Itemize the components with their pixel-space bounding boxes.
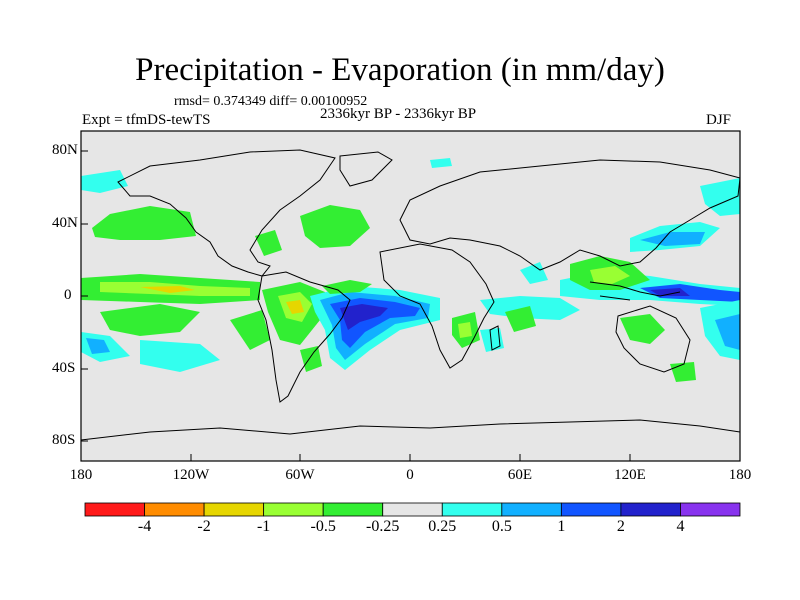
anomaly-north-tropical-atlantic-green [322,280,372,294]
anomaly-subtropic-green [230,310,270,350]
lat-tick-label: 40N [52,215,78,231]
anomaly-north-atlantic-green [300,205,370,248]
anomaly-field [81,158,740,382]
anomaly-africa-lightgreen [458,322,472,338]
colorbar-label: 0.25 [428,518,457,535]
colorbar-swatch [382,502,443,517]
axis-ticks [81,150,631,461]
lat-tick-label: 80N [52,142,78,158]
lon-tick-label: 180 [69,467,93,483]
anomaly-west-pacific-darkblue [650,288,690,296]
coast-greenland [339,151,393,187]
anomaly-brazil-yellow [286,300,304,314]
lon-tick-label: 180 [728,467,752,483]
colorbar-swatch [620,502,681,517]
anomaly-west-pacific-blue [640,284,740,302]
lon-tick-label: 120E [614,467,646,483]
coastlines [80,149,741,441]
season-label: DJF [706,112,732,128]
coast-indonesia [589,281,681,301]
anomaly-indian-green [505,306,536,332]
anomaly-atlantic-darkblue [340,304,388,330]
colorbar-label: -2 [197,518,211,535]
colorbar-swatch [501,502,562,517]
colorbar-swatch [203,502,265,517]
anomaly-southeast-pacific-cyan [140,340,220,372]
plot-title: Precipitation - Evaporation (in mm/day) [135,52,665,88]
anomaly-gulf-green [255,230,282,256]
colorbar-label: 0.5 [491,518,512,535]
lon-tick-label: 0 [406,467,414,483]
anomaly-eq-pacific-yellow [140,286,195,293]
anomaly-arctic-cyan [81,170,128,193]
coast-eurasia [399,159,741,271]
coast-antarctica [80,419,741,441]
coast-north-america [117,149,336,277]
anomaly-maritime-lightgreen [590,266,630,284]
colorbar-swatch [263,502,324,517]
anomaly-south-pacific-blue [86,338,110,354]
anomaly-nw-pacific-blue [640,232,705,246]
anomaly-siberia-cyan [430,158,452,168]
anomaly-arabian-cyan [520,262,548,284]
anomaly-spcz-blue [715,314,740,350]
stats-text: rmsd= 0.374349 diff= 0.00100952 [174,94,368,109]
anomaly-arctic-east-cyan [700,178,740,216]
colorbar-swatch [680,502,741,517]
colorbar-swatch [144,502,205,517]
colorbar-swatch [84,502,145,517]
lon-tick-label: 60W [285,467,315,483]
colorbar [84,502,741,517]
lat-tick-label: 80S [52,432,76,448]
anomaly-madagascar-cyan [480,328,504,352]
colorbar-label: 1 [557,518,566,535]
colorbar-swatch [441,502,503,517]
colorbar-label: -0.5 [310,518,336,535]
coast-south-america [257,271,351,403]
colorbar-label: 4 [676,518,685,535]
coast-africa [379,243,495,369]
anomaly-south-pacific-green [100,304,200,336]
lat-tick-label: 0 [64,287,72,303]
coast-madagascar [489,325,501,351]
colorbar-label: -0.25 [366,518,400,535]
anomaly-argentina-green [300,346,322,372]
experiment-label: Expt = tfmDS-tewTS [82,112,211,128]
coast-australia [615,305,691,373]
anomaly-australia-green [620,314,665,344]
lat-tick-label: 40S [52,360,76,376]
colorbar-swatch [560,502,622,517]
colorbar-label: 2 [616,518,625,535]
colorbar-label: -1 [256,518,271,535]
period-text: 2336kyr BP - 2336kyr BP [320,106,477,122]
colorbar-label: -4 [137,518,152,535]
lon-tick-label: 60E [507,467,533,483]
lon-tick-label: 120W [172,467,210,483]
colorbar-swatch [322,502,384,517]
anomaly-north-pacific-green [92,206,196,240]
